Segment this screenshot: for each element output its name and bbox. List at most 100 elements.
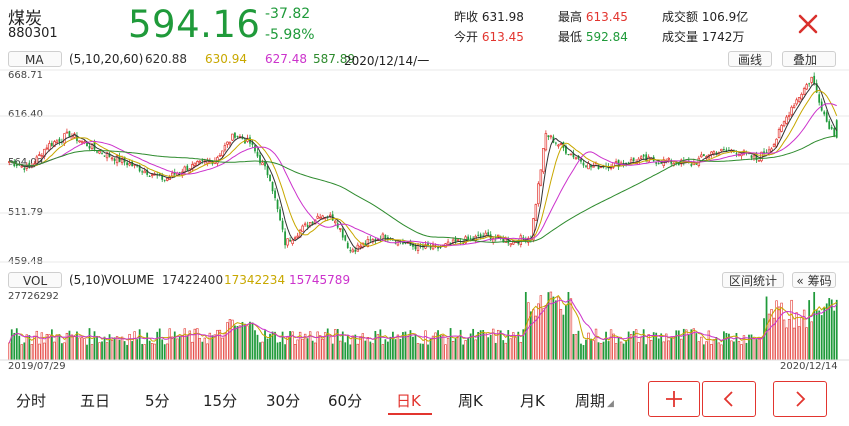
- candle: [592, 165, 595, 168]
- tab-2[interactable]: 5分: [145, 392, 170, 410]
- volume-bar: [55, 334, 59, 361]
- candle: [496, 234, 500, 237]
- tab-9[interactable]: 周期 ◢: [575, 392, 614, 410]
- volume-bar: [301, 338, 304, 361]
- prev-button[interactable]: [702, 381, 756, 417]
- candle: [228, 141, 232, 145]
- candle: [38, 154, 41, 156]
- volume-bar: [15, 328, 18, 360]
- candle: [136, 165, 139, 167]
- volume-bar: [472, 328, 475, 360]
- add-button[interactable]: [648, 381, 700, 417]
- volume-bar: [622, 343, 625, 360]
- tab-7[interactable]: 周K: [458, 392, 483, 410]
- volume-bar: [467, 337, 470, 360]
- volume-bar: [657, 338, 660, 360]
- volume-bar: [755, 339, 758, 360]
- volume-bar: [790, 299, 793, 361]
- candle: [58, 138, 61, 142]
- candle: [274, 190, 276, 199]
- volume-bar: [617, 337, 620, 360]
- tab-1[interactable]: 五日: [80, 392, 111, 410]
- candle: [627, 162, 630, 164]
- volume-bar: [815, 309, 818, 360]
- candle: [655, 162, 658, 164]
- volume-bar: [720, 344, 723, 361]
- candle: [712, 151, 716, 155]
- volume-bar: [73, 336, 76, 361]
- dropdown-triangle-icon: ◢: [607, 399, 614, 409]
- volume-bar: [792, 327, 796, 361]
- ma-indicator-button[interactable]: MA: [8, 51, 62, 67]
- volume-bar: [276, 342, 279, 360]
- volume-bar: [166, 343, 169, 361]
- volume-bar: [728, 333, 730, 360]
- candle: [808, 83, 811, 85]
- stat-label: 最低: [558, 30, 583, 44]
- candle: [785, 116, 788, 124]
- tab-5[interactable]: 60分: [328, 392, 363, 410]
- volume-bar: [712, 339, 716, 361]
- draw-line-button[interactable]: 画线: [728, 51, 772, 67]
- volume-bar: [344, 342, 347, 360]
- candle: [780, 125, 783, 132]
- volume-bar: [667, 340, 670, 361]
- volume-bar: [645, 344, 648, 360]
- tab-6[interactable]: 日K: [396, 392, 421, 410]
- candle: [765, 152, 768, 154]
- overlay-button[interactable]: 叠加: [782, 51, 836, 67]
- volume-bar: [757, 339, 761, 361]
- candle: [276, 199, 279, 210]
- candle: [316, 215, 319, 219]
- range-stats-button[interactable]: 区间统计: [722, 272, 784, 288]
- volume-bar: [394, 339, 397, 360]
- volume-bar: [379, 329, 382, 360]
- volume-bar: [602, 341, 605, 360]
- volume-bar: [28, 335, 31, 360]
- candlestick-chart[interactable]: [0, 68, 849, 268]
- volume-bar: [241, 321, 244, 360]
- volume-bar: [156, 331, 159, 360]
- volume-bar: [173, 331, 176, 360]
- volume-bar: [51, 329, 53, 360]
- volume-chart[interactable]: [0, 288, 849, 362]
- volume-bar: [437, 330, 439, 360]
- candle: [53, 141, 56, 147]
- tab-8[interactable]: 月K: [520, 392, 545, 410]
- volume-bar: [494, 342, 497, 360]
- tab-4[interactable]: 30分: [266, 392, 301, 410]
- volume-bar: [414, 335, 417, 360]
- volume-bar: [40, 332, 44, 361]
- volume-bar: [775, 300, 778, 361]
- candle: [456, 239, 460, 242]
- candle: [787, 115, 791, 118]
- candle: [790, 106, 793, 116]
- volume-bar: [286, 336, 289, 361]
- candle: [472, 237, 475, 240]
- candle: [557, 144, 560, 147]
- candle: [802, 88, 806, 95]
- volume-bar: [120, 336, 124, 361]
- next-button[interactable]: [773, 381, 827, 417]
- candle: [547, 135, 550, 138]
- volume-bar: [191, 341, 194, 361]
- vol-indicator-button[interactable]: VOL: [8, 272, 62, 288]
- candle: [271, 181, 274, 192]
- volume-bar: [143, 344, 146, 361]
- tab-3[interactable]: 15分: [203, 392, 238, 410]
- close-icon[interactable]: [796, 12, 820, 36]
- ma-params: (5,10,20,60): [69, 52, 144, 66]
- candle: [625, 162, 627, 164]
- candle: [755, 153, 758, 161]
- candle: [80, 140, 84, 144]
- tab-0[interactable]: 分时: [16, 392, 47, 410]
- volume-bar: [151, 343, 154, 361]
- volume-bar: [639, 336, 643, 361]
- volume-bar: [105, 342, 109, 361]
- chips-button[interactable]: « 筹码: [792, 272, 836, 288]
- volume-bar: [580, 343, 582, 360]
- candle: [63, 133, 66, 144]
- candle: [833, 127, 836, 137]
- volume-bar: [637, 342, 640, 361]
- volume-bar: [665, 333, 668, 361]
